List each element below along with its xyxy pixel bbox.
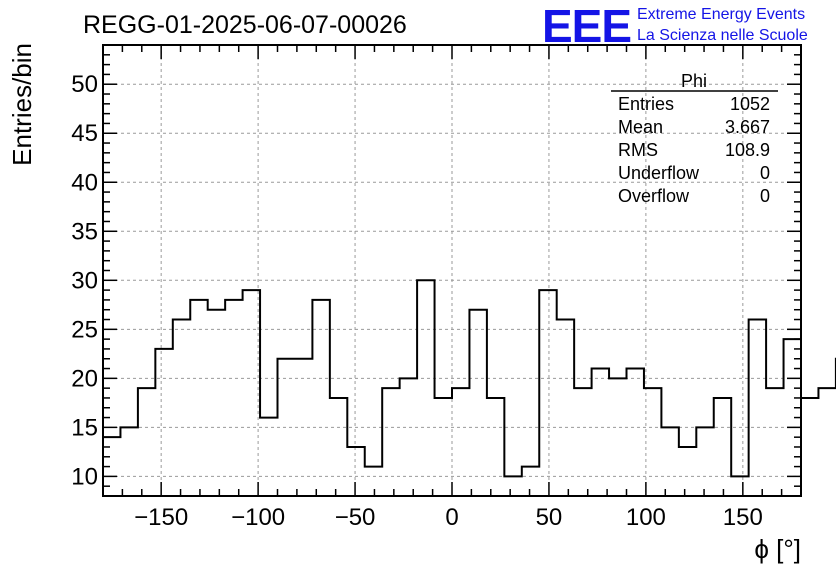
- stats-label: Underflow: [618, 163, 700, 183]
- stats-value: 108.9: [725, 140, 770, 160]
- y-tick-label: 10: [71, 463, 98, 490]
- logo-line-1: Extreme Energy Events: [637, 6, 805, 23]
- y-tick-label: 40: [71, 169, 98, 196]
- stats-label: Mean: [618, 117, 663, 137]
- x-axis-label: ϕ [°]: [754, 534, 801, 564]
- y-axis-label: Entries/bin: [7, 43, 37, 166]
- grid-lines: [103, 45, 801, 496]
- histogram-outline: [103, 279, 836, 478]
- logo-mark: EEE: [542, 0, 631, 52]
- y-tick-label: 45: [71, 120, 98, 147]
- x-tick-label: 100: [626, 504, 666, 531]
- stats-label: Entries: [618, 94, 674, 114]
- stats-value: 3.667: [725, 117, 770, 137]
- x-tick-labels: −150 −100 −50 0 50 100 150: [134, 504, 763, 531]
- stats-label: RMS: [618, 140, 658, 160]
- y-tick-labels: 10 15 20 25 30 35 40 45 50: [71, 71, 98, 490]
- logo-line-2: La Scienza nelle Scuole: [637, 27, 808, 44]
- stats-label: Overflow: [618, 186, 690, 206]
- stats-value: 1052: [730, 94, 770, 114]
- stats-value: 0: [760, 186, 770, 206]
- stats-box: Phi Entries 1052 Mean 3.667 RMS 108.9 Underflo…: [611, 71, 778, 206]
- y-tick-label: 25: [71, 316, 98, 343]
- x-tick-label: −100: [231, 504, 285, 531]
- y-tick-label: 15: [71, 414, 98, 441]
- x-tick-label: 50: [536, 504, 563, 531]
- stats-title: Phi: [681, 71, 707, 91]
- chart-title: REGG-01-2025-06-07-00026: [83, 11, 407, 39]
- y-tick-label: 30: [71, 267, 98, 294]
- x-tick-label: −50: [335, 504, 376, 531]
- x-tick-label: −150: [134, 504, 188, 531]
- y-tick-label: 35: [71, 218, 98, 245]
- x-tick-label: 150: [723, 504, 763, 531]
- x-tick-label: 0: [445, 504, 458, 531]
- y-tick-label: 20: [71, 365, 98, 392]
- y-tick-label: 50: [71, 71, 98, 98]
- axis-ticks: [102, 44, 802, 496]
- stats-value: 0: [760, 163, 770, 183]
